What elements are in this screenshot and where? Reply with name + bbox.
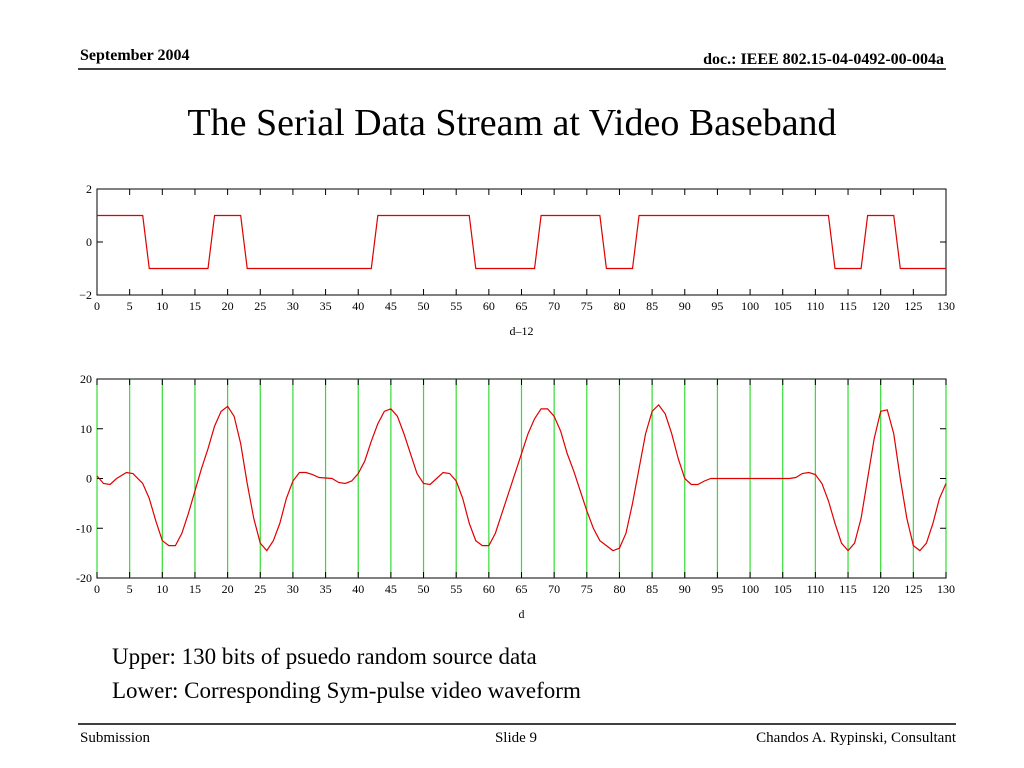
x-tick-label: 105 (774, 582, 792, 596)
x-tick-label: 125 (904, 582, 922, 596)
x-tick-label: 130 (937, 582, 955, 596)
x-tick-label: 120 (872, 299, 890, 313)
x-tick-label: 55 (450, 582, 462, 596)
footer-center: Slide 9 (495, 730, 537, 746)
x-tick-label: 5 (127, 582, 133, 596)
x-tick-label: 60 (483, 582, 495, 596)
x-tick-label: 70 (548, 582, 560, 596)
x-tick-label: 100 (741, 299, 759, 313)
x-tick-label: 25 (254, 299, 266, 313)
x-tick-label: 65 (516, 299, 528, 313)
x-tick-label: 50 (418, 582, 430, 596)
x-tick-label: 115 (839, 299, 857, 313)
x-tick-label: 90 (679, 582, 691, 596)
x-tick-label: 130 (937, 299, 955, 313)
y-tick-label: 0 (86, 235, 92, 249)
x-axis-label: d (519, 607, 525, 621)
x-tick-label: 20 (222, 299, 234, 313)
x-tick-label: 20 (222, 582, 234, 596)
x-tick-label: 40 (352, 582, 364, 596)
header-date: September 2004 (80, 47, 189, 64)
y-tick-label: -10 (76, 521, 92, 535)
x-tick-label: 95 (711, 299, 723, 313)
x-tick-label: 15 (189, 582, 201, 596)
footer-right: Chandos A. Rypinski, Consultant (756, 730, 957, 746)
y-tick-label: 0 (86, 472, 92, 486)
x-tick-label: 35 (320, 299, 332, 313)
x-tick-label: 30 (287, 299, 299, 313)
x-tick-label: 50 (418, 299, 430, 313)
y-tick-label: 10 (80, 422, 92, 436)
header-doc: doc.: IEEE 802.15-04-0492-00-004a (703, 51, 944, 68)
x-tick-label: 80 (613, 582, 625, 596)
data-line (97, 214, 946, 270)
slide-title: The Serial Data Stream at Video Baseband (187, 102, 836, 144)
x-tick-label: 110 (807, 299, 825, 313)
x-tick-label: 120 (872, 582, 890, 596)
x-tick-label: 90 (679, 299, 691, 313)
x-tick-label: 100 (741, 582, 759, 596)
x-tick-label: 95 (711, 582, 723, 596)
caption-line: Upper: 130 bits of psuedo random source … (112, 644, 537, 669)
x-tick-label: 40 (352, 299, 364, 313)
y-tick-label: −2 (79, 288, 92, 302)
x-tick-label: 0 (94, 299, 100, 313)
x-tick-label: 30 (287, 582, 299, 596)
x-tick-label: 25 (254, 582, 266, 596)
x-tick-label: 10 (156, 299, 168, 313)
x-tick-label: 80 (613, 299, 625, 313)
x-tick-label: 35 (320, 582, 332, 596)
caption-line: Lower: Corresponding Sym-pulse video wav… (112, 678, 581, 703)
x-tick-label: 45 (385, 299, 397, 313)
x-tick-label: 115 (839, 582, 857, 596)
x-tick-label: 15 (189, 299, 201, 313)
x-tick-label: 125 (904, 299, 922, 313)
y-tick-label: 20 (80, 372, 92, 386)
x-tick-label: 75 (581, 299, 593, 313)
x-tick-label: 0 (94, 582, 100, 596)
data-line (96, 403, 947, 552)
x-tick-label: 110 (807, 582, 825, 596)
x-tick-label: 105 (774, 299, 792, 313)
footer-left: Submission (80, 730, 151, 746)
y-tick-label: 2 (86, 182, 92, 196)
x-tick-label: 55 (450, 299, 462, 313)
x-tick-label: 65 (516, 582, 528, 596)
x-tick-label: 75 (581, 582, 593, 596)
x-tick-label: 10 (156, 582, 168, 596)
x-tick-label: 45 (385, 582, 397, 596)
x-tick-label: 60 (483, 299, 495, 313)
x-tick-label: 70 (548, 299, 560, 313)
x-tick-label: 85 (646, 299, 658, 313)
x-tick-label: 5 (127, 299, 133, 313)
x-tick-label: 85 (646, 582, 658, 596)
x-axis-label: d–12 (510, 324, 534, 338)
y-tick-label: -20 (76, 571, 92, 585)
